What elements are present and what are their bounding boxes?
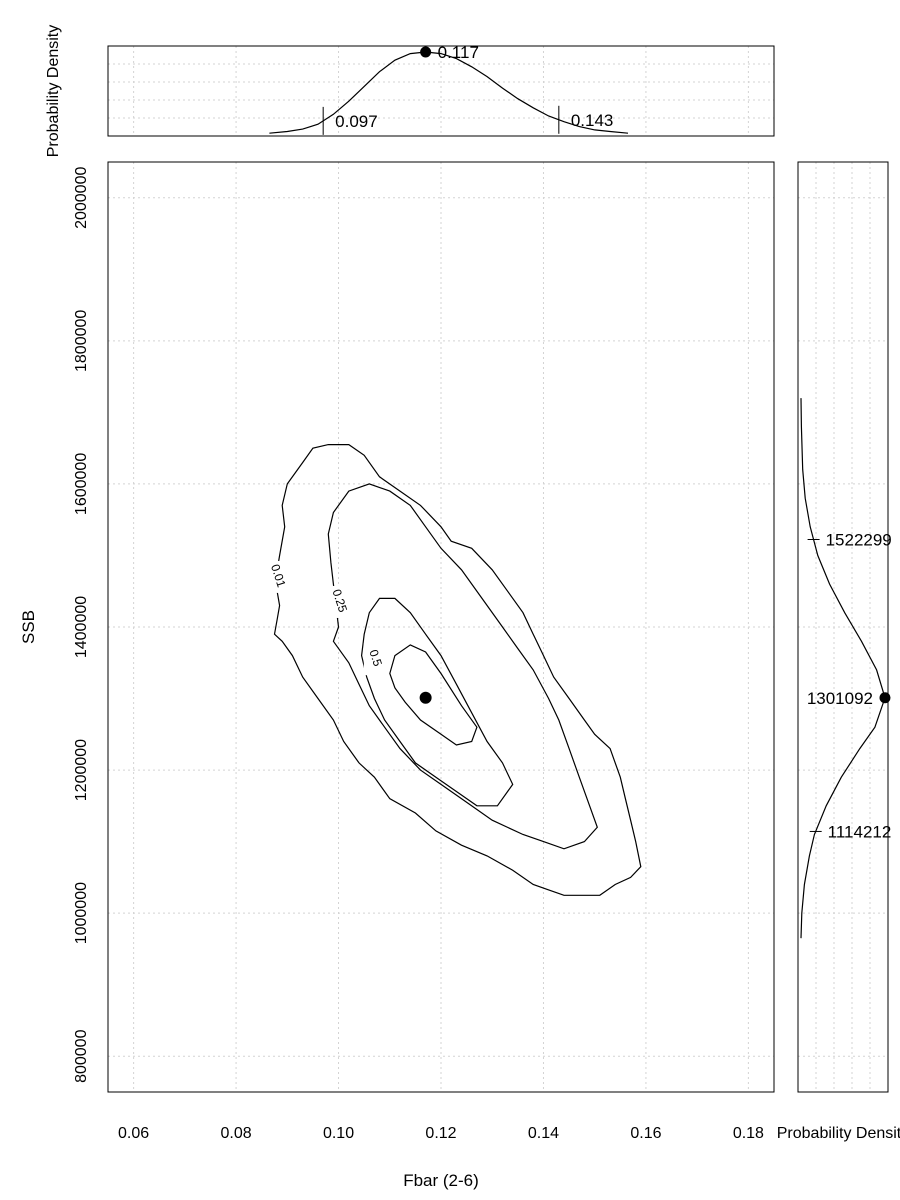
y-tick-label: 1200000 — [73, 739, 90, 801]
contour-label-bg — [327, 585, 344, 618]
top-quantile-label: 0.097 — [335, 112, 378, 131]
contour-label: 0.01 — [268, 562, 289, 589]
top-quantile-label: 0.143 — [571, 111, 614, 130]
top-density-axis-title: Probability Density — [45, 25, 62, 158]
right-gridlines — [798, 162, 888, 1092]
top-density: 0.117 0.097 0.143 — [269, 43, 629, 135]
main-gridlines — [108, 162, 774, 1092]
contour-label-bg — [363, 643, 380, 676]
y-tick-label: 1400000 — [73, 596, 90, 658]
top-mode-label: 0.117 — [438, 43, 479, 62]
y-tick-label: 1600000 — [73, 453, 90, 515]
y-axis-title: SSB — [19, 610, 38, 644]
x-tick-label: 0.08 — [221, 1125, 252, 1142]
right-quantile-label: 1522299 — [826, 531, 892, 550]
x-tick-label: 0.14 — [528, 1125, 559, 1142]
contour-label: 0.25 — [330, 587, 351, 614]
x-axis-ticks: 0.06 0.08 0.10 0.12 0.14 0.16 0.18 — [118, 1125, 764, 1142]
y-tick-label: 1000000 — [73, 882, 90, 944]
y-tick-label: 2000000 — [73, 167, 90, 229]
x-axis-title: Fbar (2-6) — [403, 1171, 479, 1190]
x-tick-label: 0.18 — [733, 1125, 764, 1142]
main-plot-frame — [107, 161, 775, 1093]
y-tick-label: 800000 — [73, 1029, 90, 1082]
top-density-curve — [269, 51, 629, 134]
top-plot-frame — [107, 45, 775, 137]
contour-line — [389, 644, 478, 746]
point-estimate-marker — [419, 691, 432, 704]
x-tick-label: 0.06 — [118, 1125, 149, 1142]
y-axis-ticks: 800000 1000000 1200000 1400000 1600000 180000… — [73, 167, 90, 1083]
x-tick-label: 0.10 — [323, 1125, 354, 1142]
contour-line — [273, 444, 642, 896]
contour-line — [360, 597, 514, 807]
right-plot-frame — [797, 161, 889, 1093]
right-density-curve — [800, 398, 886, 939]
contour-label-bg — [266, 560, 283, 593]
right-density-axis-title: Probability Density — [777, 1125, 900, 1142]
contour-line — [327, 483, 598, 850]
top-gridlines — [108, 46, 774, 136]
contour-lines: 0.01 0.25 0.5 — [266, 444, 642, 896]
right-quantile-label: 1114212 — [828, 822, 892, 841]
right-density: 1301092 1522299 1114212 — [800, 398, 892, 939]
right-mode-marker — [879, 692, 891, 704]
right-mode-label: 1301092 — [807, 689, 873, 708]
y-tick-label: 1800000 — [73, 310, 90, 372]
contour-label: 0.5 — [366, 648, 385, 669]
top-mode-marker — [420, 46, 432, 58]
x-tick-label: 0.12 — [425, 1125, 456, 1142]
x-tick-label: 0.16 — [630, 1125, 661, 1142]
